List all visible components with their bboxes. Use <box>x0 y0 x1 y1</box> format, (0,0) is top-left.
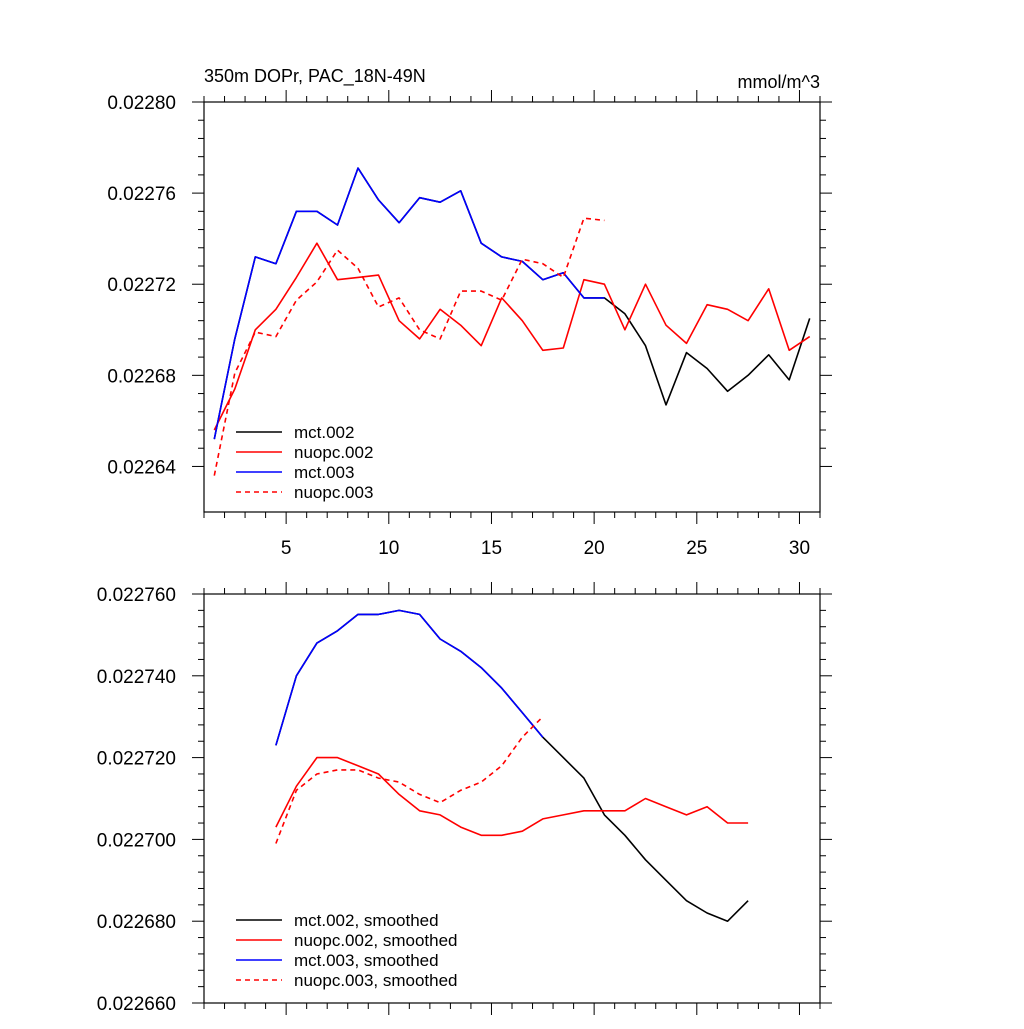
y-tick-label: 0.02264 <box>107 457 176 478</box>
chart-panel-2: 0.022660 0.022680 0.022700 0.022720 0.022740… <box>97 582 832 1015</box>
series-line-mct-003 <box>213 167 605 440</box>
x-tick-label: 20 <box>584 538 605 559</box>
chart-units: mmol/m^3 <box>738 72 820 92</box>
x-tick-label: 25 <box>686 538 707 559</box>
y-tick-label: 0.022740 <box>97 667 176 688</box>
y-tick-label: 0.022720 <box>97 749 176 770</box>
legend-label: mct.003, smoothed <box>294 951 439 970</box>
legend-label: mct.002 <box>294 423 354 442</box>
y-tick-label: 0.022700 <box>97 830 176 851</box>
x-tick-label: 15 <box>481 538 502 559</box>
y-tick-label: 0.02268 <box>107 366 176 387</box>
legend-label: mct.003 <box>294 463 354 482</box>
chart-panel-1: 5 10 15 20 25 30 0.02264 0.02268 0.02272 0.02276 0… <box>107 66 832 559</box>
legend-label: nuopc.002, smoothed <box>294 931 458 950</box>
y-tick-label: 0.02276 <box>107 184 176 205</box>
series-line-mct-002-smoothed <box>275 609 749 923</box>
legend-label: nuopc.003 <box>294 483 373 502</box>
series-line-nuopc-002-smoothed <box>275 756 749 837</box>
y-tick-label: 0.022680 <box>97 912 176 933</box>
x-tick-label: 5 <box>281 538 292 559</box>
chart-title: 350m DOPr, PAC_18N-49N <box>204 66 426 87</box>
series-line-nuopc-003 <box>213 217 605 476</box>
x-tick-label: 30 <box>789 538 810 559</box>
legend-label: nuopc.002 <box>294 443 373 462</box>
y-tick-label: 0.022760 <box>97 585 176 606</box>
y-tick-label: 0.022660 <box>97 994 176 1015</box>
series-line-mct-002 <box>213 167 811 440</box>
y-tick-label: 0.02272 <box>107 275 176 296</box>
legend-label: nuopc.003, smoothed <box>294 971 458 990</box>
legend-label: mct.002, smoothed <box>294 911 439 930</box>
x-tick-label: 10 <box>378 538 399 559</box>
series-line-mct-003-smoothed <box>275 609 544 746</box>
y-tick-label: 0.02280 <box>107 93 176 114</box>
series-line-nuopc-002 <box>213 242 811 431</box>
series-line-nuopc-003-smoothed <box>275 716 544 844</box>
